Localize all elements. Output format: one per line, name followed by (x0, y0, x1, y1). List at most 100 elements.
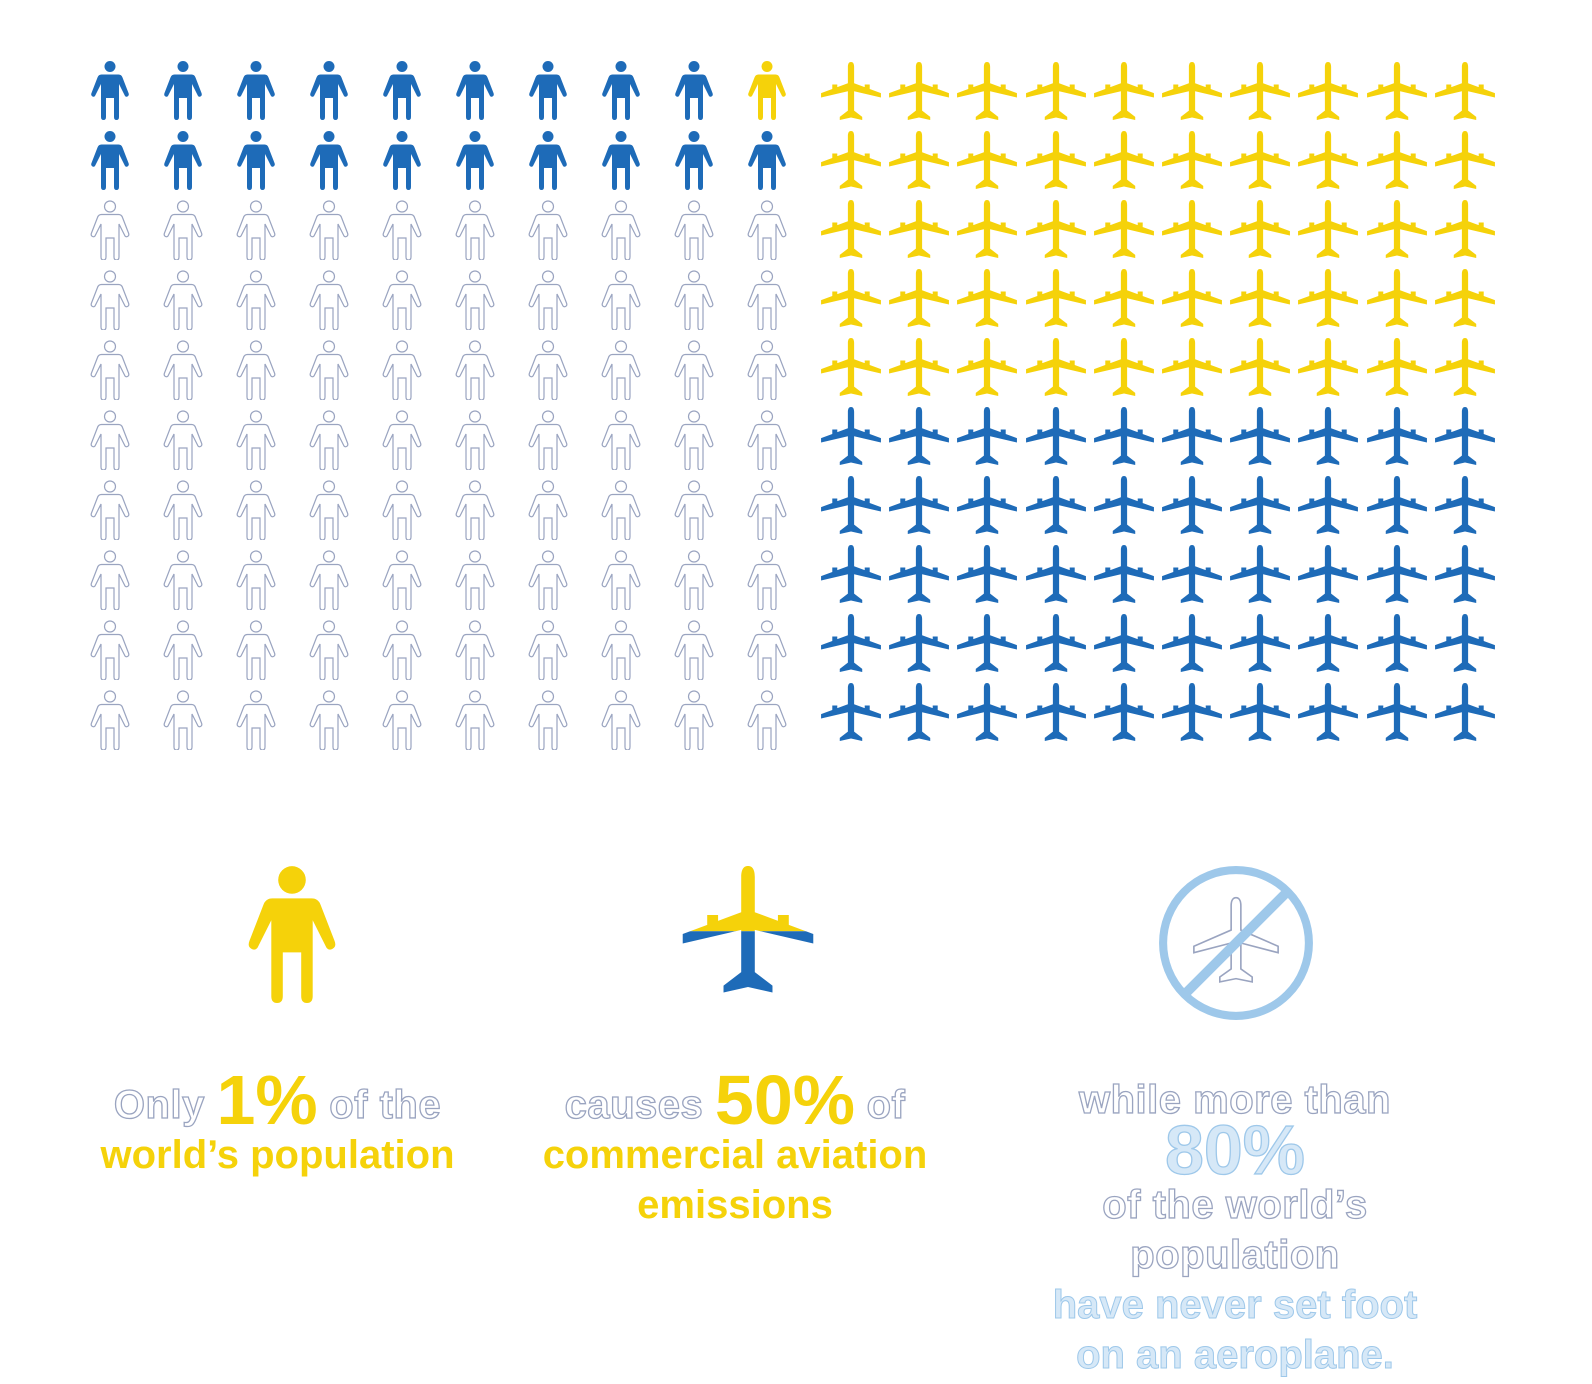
plane-icon-yellow (1159, 200, 1225, 258)
person-icon-blue (528, 130, 568, 190)
person-icon-outline (309, 620, 349, 680)
plane-icon-blue (1295, 683, 1361, 741)
person-icon-blue (163, 60, 203, 120)
plane-icon-blue (954, 476, 1020, 534)
person-icon-outline (90, 340, 130, 400)
plane-icon-yellow (1023, 269, 1089, 327)
person-icon-outline (236, 550, 276, 610)
person-icon-outline (163, 410, 203, 470)
person-icon-blue (455, 60, 495, 120)
plane-icon-yellow (954, 338, 1020, 396)
plane-icon-yellow (1295, 269, 1361, 327)
plane-icon-yellow (1295, 338, 1361, 396)
person-icon-outline (528, 270, 568, 330)
person-icon-blue (309, 130, 349, 190)
plane-icon-yellow (1295, 131, 1361, 189)
plane-icon-yellow (818, 338, 884, 396)
plane-icon-yellow (1432, 200, 1498, 258)
plane-icon-blue (1227, 683, 1293, 741)
caption2-line2: commercial aviation (542, 1133, 928, 1177)
plane-icon-yellow (886, 338, 952, 396)
person-icon-outline (90, 410, 130, 470)
person-icon-outline (382, 550, 422, 610)
plane-icon-yellow (1227, 131, 1293, 189)
plane-icon-blue (954, 683, 1020, 741)
person-icon-blue (747, 130, 787, 190)
plane-icon-yellow (1364, 269, 1430, 327)
plane-icon-yellow (1364, 200, 1430, 258)
person-icon-outline (528, 690, 568, 750)
person-icon-outline (309, 200, 349, 260)
person-icon-outline (90, 550, 130, 610)
person-icon-outline (455, 550, 495, 610)
person-icon-outline (163, 200, 203, 260)
person-icon-blue (674, 130, 714, 190)
person-icon-outline (674, 270, 714, 330)
plane-icon-yellow (1227, 338, 1293, 396)
caption1-post: of the (317, 1082, 442, 1127)
person-icon-blue (601, 130, 641, 190)
plane-icon-blue (1364, 476, 1430, 534)
plane-icon-blue (1159, 407, 1225, 465)
person-icon-outline (674, 690, 714, 750)
person-icon-outline (309, 340, 349, 400)
caption-eighty-percent: while more than 80% of the world’s popul… (1005, 1075, 1465, 1380)
person-icon-highlighted (747, 60, 787, 120)
person-icon-outline (601, 480, 641, 540)
plane-icon-yellow (886, 131, 952, 189)
caption-one-percent: Only 1% of the world’s population (70, 1065, 485, 1180)
person-icon-outline (601, 410, 641, 470)
plane-icon-blue (886, 614, 952, 672)
plane-icon-yellow (886, 200, 952, 258)
plane-icon-blue (1091, 683, 1157, 741)
plane-icon-blue (1295, 407, 1361, 465)
person-icon-blue (528, 60, 568, 120)
caption2-percent: 50% (714, 1061, 855, 1139)
plane-icon-yellow (1091, 338, 1157, 396)
person-icon-outline (674, 410, 714, 470)
person-icon-outline (309, 270, 349, 330)
caption3-percent: 80% (1164, 1111, 1306, 1189)
plane-icon-blue (818, 683, 884, 741)
person-icon-outline (90, 480, 130, 540)
caption3-line3: have never set foot (1052, 1283, 1418, 1328)
person-icon-outline (528, 340, 568, 400)
plane-icon-yellow (1364, 62, 1430, 120)
person-icon-outline (163, 620, 203, 680)
caption3-line2: of the world’s population (1102, 1182, 1368, 1277)
person-icon-outline (674, 200, 714, 260)
plane-icon-blue (1364, 683, 1430, 741)
person-icon-outline (455, 410, 495, 470)
plane-icon-yellow (1159, 62, 1225, 120)
person-icon-outline (382, 480, 422, 540)
person-icon-blue (674, 60, 714, 120)
person-icon-blue (309, 60, 349, 120)
caption1-line2: world’s population (100, 1133, 455, 1177)
plane-icon-blue (886, 407, 952, 465)
person-icon-outline (163, 480, 203, 540)
plane-icon-yellow (886, 62, 952, 120)
person-icon-outline (90, 200, 130, 260)
person-icon-blue (236, 130, 276, 190)
plane-icon-blue (1227, 407, 1293, 465)
person-icon-blue (90, 130, 130, 190)
plane-icon-yellow (1023, 338, 1089, 396)
person-icon-outline (528, 410, 568, 470)
person-icon-outline (747, 690, 787, 750)
person-icon-outline (163, 340, 203, 400)
plane-icon-yellow (1364, 338, 1430, 396)
person-icon-outline (601, 620, 641, 680)
plane-icon-blue (1091, 407, 1157, 465)
plane-icon-yellow (818, 269, 884, 327)
plane-icon-blue (1295, 614, 1361, 672)
person-icon-outline (382, 200, 422, 260)
person-icon-outline (601, 550, 641, 610)
person-icon-outline (601, 270, 641, 330)
plane-icon-yellow (954, 269, 1020, 327)
plane-icon-yellow (1432, 338, 1498, 396)
plane-icon-blue (1432, 614, 1498, 672)
plane-icon-yellow (1295, 200, 1361, 258)
person-icon-outline (382, 340, 422, 400)
person-icon-outline (309, 480, 349, 540)
plane-icon-blue (1295, 545, 1361, 603)
